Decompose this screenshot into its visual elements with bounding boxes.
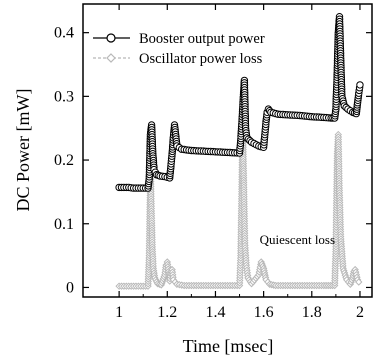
y-axis-ticks: 0 0.1 0.2 0.3 0.4 — [54, 25, 372, 296]
x-tick-label: 1.4 — [205, 304, 225, 321]
y-tick-label: 0.3 — [54, 88, 74, 105]
series-booster — [115, 13, 364, 192]
legend-marker-oscillator — [106, 53, 116, 63]
x-tick-label: 1.6 — [254, 304, 274, 321]
y-tick-label: 0.1 — [54, 216, 74, 233]
legend-label-booster: Booster output power — [139, 31, 265, 47]
x-tick-label: 1.8 — [302, 304, 322, 321]
y-tick-label: 0.2 — [54, 152, 74, 169]
annotation-quiescent-loss: Quiescent loss — [260, 232, 335, 247]
x-axis-ticks: 1 1.2 1.4 1.6 1.8 2 — [115, 4, 364, 321]
y-tick-label: 0 — [66, 279, 74, 296]
y-axis-label: DC Power [mW] — [13, 89, 33, 212]
y-tick-label: 0.4 — [54, 25, 74, 42]
legend-label-oscillator: Oscillator power loss — [139, 51, 263, 67]
legend: Booster output power Oscillator power lo… — [93, 31, 265, 67]
legend-marker-booster — [106, 33, 116, 43]
series-oscillator — [115, 130, 363, 290]
x-tick-label: 1 — [115, 304, 123, 321]
x-tick-label: 2 — [356, 304, 364, 321]
plot-frame — [82, 3, 373, 298]
data-point — [356, 81, 364, 89]
x-axis-label: Time [msec] — [183, 336, 274, 356]
series-layer — [115, 13, 364, 290]
data-point — [355, 278, 363, 286]
x-tick-label: 1.2 — [157, 304, 177, 321]
